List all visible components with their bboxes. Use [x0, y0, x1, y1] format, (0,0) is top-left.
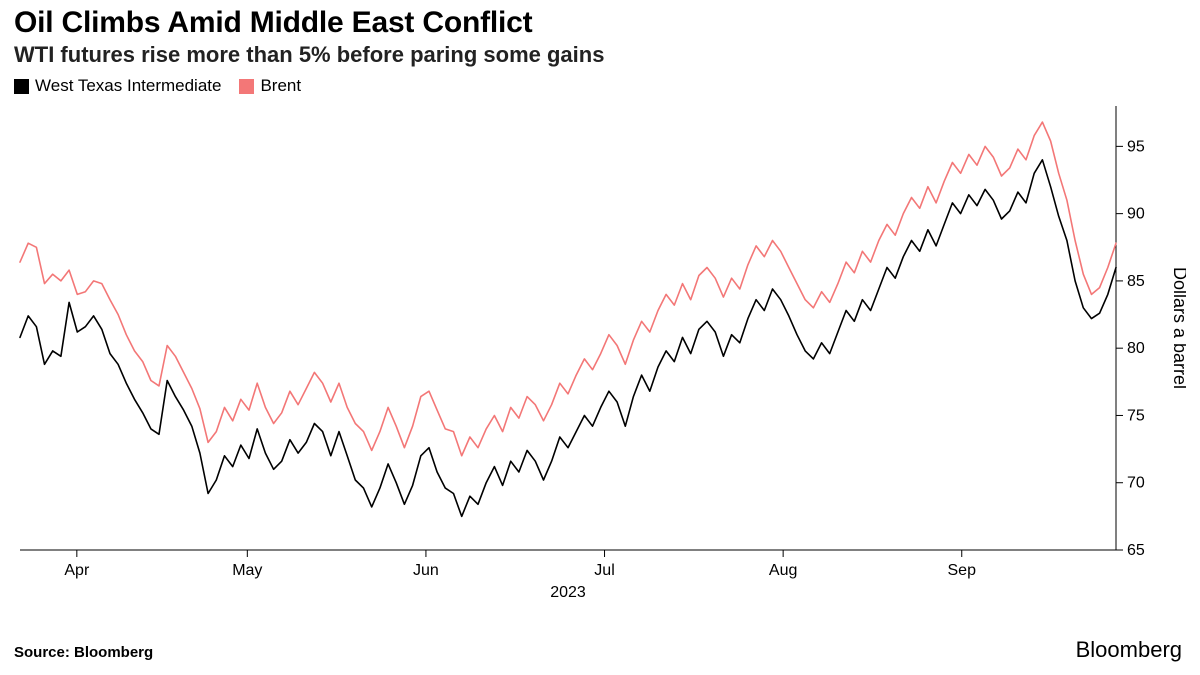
svg-text:75: 75	[1127, 407, 1145, 424]
chart-title: Oil Climbs Amid Middle East Conflict	[14, 6, 532, 40]
chart-subtitle: WTI futures rise more than 5% before par…	[14, 42, 604, 68]
svg-text:2023: 2023	[550, 584, 586, 601]
bloomberg-brand: Bloomberg	[1076, 637, 1182, 663]
svg-text:Sep: Sep	[948, 562, 977, 579]
svg-text:95: 95	[1127, 138, 1145, 155]
svg-text:80: 80	[1127, 340, 1145, 357]
svg-text:65: 65	[1127, 542, 1145, 559]
svg-text:70: 70	[1127, 475, 1145, 492]
source-label: Source: Bloomberg	[14, 644, 153, 661]
svg-text:90: 90	[1127, 206, 1145, 223]
svg-text:Apr: Apr	[64, 562, 90, 579]
legend-swatch-brent	[239, 79, 254, 94]
svg-text:Jul: Jul	[594, 562, 614, 579]
svg-text:Aug: Aug	[769, 562, 797, 579]
legend-swatch-wti	[14, 79, 29, 94]
svg-text:Jun: Jun	[413, 562, 439, 579]
legend-label-wti: West Texas Intermediate	[35, 76, 221, 96]
chart-area: 65 70 75 80 85 90 95 Apr May Jun Jul Aug Sep 2023 Doll…	[14, 100, 1186, 610]
svg-text:May: May	[232, 562, 262, 579]
svg-text:Dollars a barrel: Dollars a barrel	[1170, 267, 1186, 389]
legend-label-brent: Brent	[260, 76, 301, 96]
legend: West Texas Intermediate Brent	[14, 76, 301, 96]
svg-text:85: 85	[1127, 273, 1145, 290]
line-chart: 65 70 75 80 85 90 95 Apr May Jun Jul Aug Sep 2023 Doll…	[14, 100, 1186, 610]
